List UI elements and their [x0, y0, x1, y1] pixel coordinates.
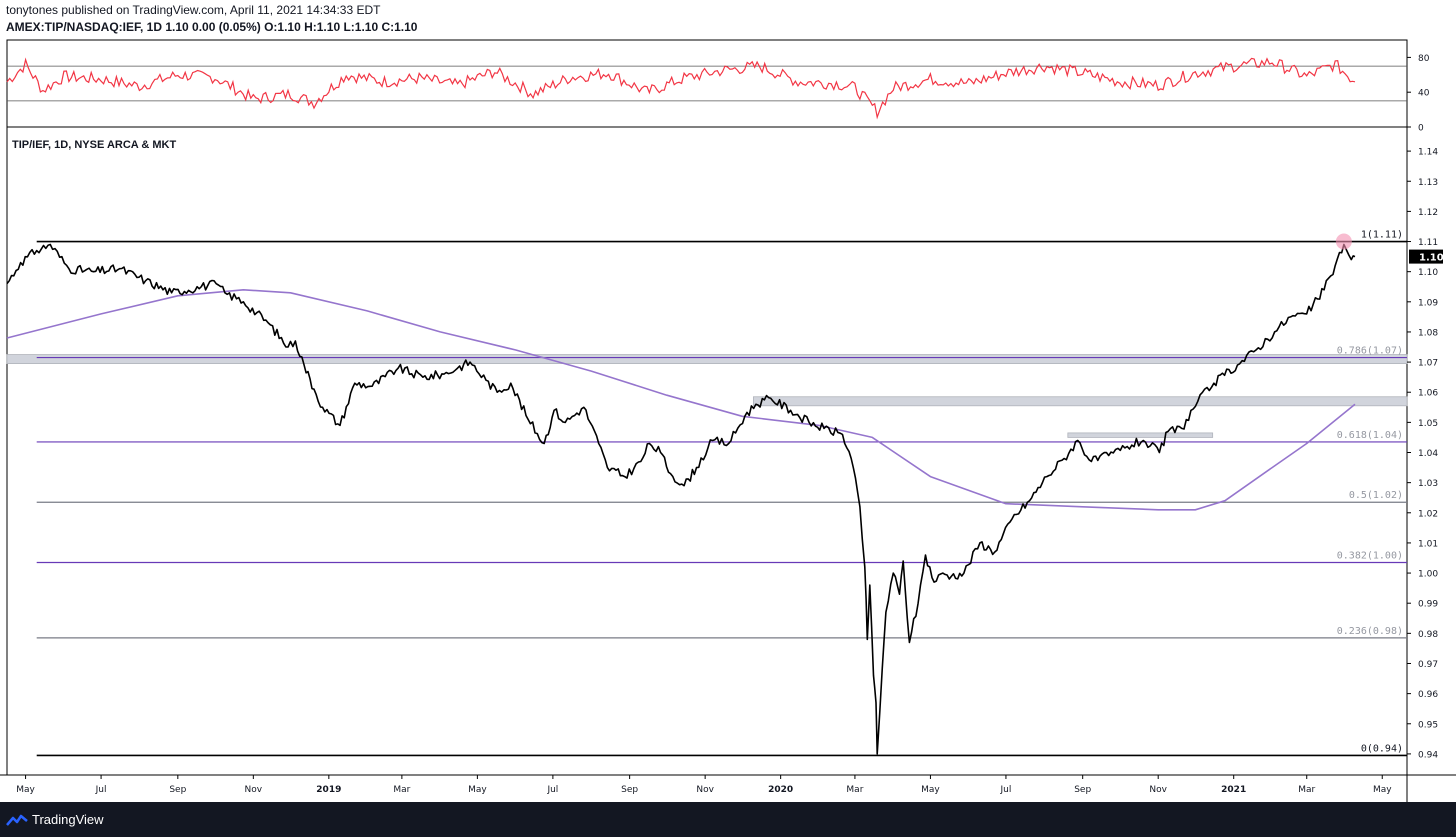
time-tick-label: Nov: [245, 785, 263, 795]
price-axis[interactable]: 0.94 0.95 0.96 0.97 0.98 0.99 1.00 1.01 1.02 1.03…: [1407, 54, 1444, 761]
time-axis[interactable]: May Jul Sep Nov 2019 Mar May Jul Sep Nov 2020 Mar Ma…: [16, 775, 1392, 795]
moving-average: [6, 289, 1356, 511]
price-tick-label: 1.04: [1418, 449, 1438, 459]
fib-level-label: 0.786(1.07): [1337, 346, 1403, 357]
time-tick-label: Mar: [1298, 785, 1315, 795]
rsi-tick-label: 0: [1418, 124, 1424, 134]
price-tick-label: 0.95: [1418, 720, 1438, 730]
last-price-badge: [1409, 249, 1443, 264]
time-tick-label: Sep: [1074, 785, 1091, 795]
price-tick-label: 1.03: [1418, 479, 1438, 489]
price-tick-label: 0.99: [1418, 600, 1438, 610]
time-tick-label: Jul: [546, 785, 558, 795]
fib-level-label: 0.382(1.00): [1337, 551, 1403, 562]
chart-frame: [0, 39, 1456, 802]
price-tick-label: 1.11: [1418, 238, 1438, 248]
time-tick-label: May: [16, 785, 35, 795]
peak-highlight-circle: [1335, 233, 1352, 250]
time-tick-label: May: [1373, 785, 1392, 795]
price-line: [6, 243, 1356, 755]
price-path: [6, 243, 1356, 755]
support-zones: [6, 354, 1408, 438]
time-tick-label: Nov: [696, 785, 714, 795]
chart-title: TIP/IEF, 1D, NYSE ARCA & MKT: [12, 139, 176, 151]
publisher-line: tonytones published on TradingView.com, …: [6, 3, 381, 17]
tradingview-brand[interactable]: TradingView: [32, 812, 104, 827]
price-tick-label: 0.94: [1418, 750, 1438, 760]
fib-level-label: 0(0.94): [1361, 743, 1403, 754]
price-tick-label: 1.00: [1418, 570, 1438, 580]
fib-level-label: 0.618(1.04): [1337, 430, 1403, 441]
fib-level-label: 1(1.11): [1361, 230, 1403, 241]
fib-level-label: 0.236(0.98): [1337, 626, 1403, 637]
footer-bar: TradingView: [0, 802, 1456, 837]
price-tick-label: 1.07: [1418, 359, 1438, 369]
rsi-pane: [6, 57, 1407, 120]
fib-retracement[interactable]: 1(1.11) 0.786(1.07) 0.618(1.04) 0.5(1.02) 0.…: [36, 230, 1407, 757]
chart-canvas[interactable]: 1(1.11) 0.786(1.07) 0.618(1.04) 0.5(1.02) 0.…: [0, 0, 1456, 802]
time-tick-label: Sep: [621, 785, 638, 795]
fib-level-label: 0.5(1.02): [1349, 490, 1403, 501]
price-tick-label: 1.14: [1418, 148, 1438, 158]
time-tick-label: Mar: [846, 785, 863, 795]
time-tick-label: Jul: [95, 785, 107, 795]
symbol-line: AMEX:TIP/NASDAQ:IEF, 1D 1.10 0.00 (0.05%…: [6, 20, 418, 34]
price-tick-label: 1.02: [1418, 509, 1438, 519]
support-zone: [6, 354, 1408, 364]
rsi-tick-label: 80: [1418, 54, 1430, 64]
price-tick-label: 1.05: [1418, 419, 1438, 429]
time-tick-label: May: [468, 785, 487, 795]
price-tick-label: 1.09: [1418, 298, 1438, 308]
price-tick-label: 0.98: [1418, 630, 1438, 640]
price-tick-label: 1.01: [1418, 539, 1438, 549]
tradingview-logo-icon[interactable]: [6, 813, 28, 827]
time-tick-label: 2021: [1221, 785, 1246, 795]
peak-highlight: [1335, 233, 1352, 250]
time-tick-label: Mar: [393, 785, 410, 795]
last-price-label: 1.10: [1419, 253, 1444, 264]
plot-border: [6, 39, 1408, 776]
price-tick-label: 1.08: [1418, 328, 1438, 338]
support-zone: [753, 396, 1408, 407]
price-tick-label: 1.12: [1418, 208, 1438, 218]
support-zone: [1067, 432, 1214, 438]
price-tick-label: 0.97: [1418, 660, 1438, 670]
time-tick-label: May: [921, 785, 940, 795]
price-tick-label: 1.06: [1418, 389, 1438, 399]
price-tick-label: 1.10: [1418, 268, 1438, 278]
time-tick-label: 2019: [316, 785, 341, 795]
price-tick-label: 0.96: [1418, 690, 1438, 700]
time-tick-label: Sep: [169, 785, 186, 795]
rsi-tick-label: 40: [1418, 89, 1430, 99]
time-tick-label: Jul: [1000, 785, 1012, 795]
price-tick-label: 1.13: [1418, 178, 1438, 188]
time-tick-label: Nov: [1149, 785, 1167, 795]
time-tick-label: 2020: [768, 785, 793, 795]
rsi-line: [6, 57, 1356, 120]
ma-line: [6, 289, 1356, 511]
